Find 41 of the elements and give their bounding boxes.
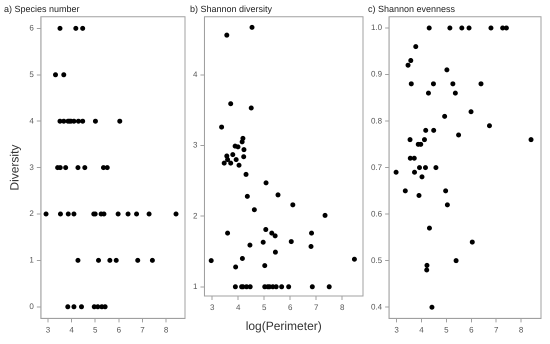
y-tick-label: 3: [29, 162, 34, 172]
y-tick-label: 4: [29, 116, 34, 126]
x-tick-label: 4: [236, 303, 242, 312]
x-tick-label: 8: [164, 325, 169, 334]
y-tick-label: 2: [192, 211, 198, 220]
y-tick-label: 0.7: [370, 162, 383, 172]
x-axis-title: log(Perimeter): [246, 319, 322, 334]
y-tick-label: 1: [192, 282, 198, 292]
x-tick-label: 4: [69, 325, 74, 334]
x-tick-label: 3: [46, 325, 51, 334]
y-tick-label: 4: [192, 70, 198, 79]
x-tick-label: 3: [210, 303, 216, 312]
x-tick-label: 7: [494, 325, 499, 334]
x-tick-label: 3: [394, 325, 400, 334]
y-tick-label: 2: [29, 209, 34, 218]
x-tick-label: 6: [116, 325, 122, 334]
y-tick-label: 0.9: [370, 70, 383, 79]
x-tick-label: 8: [340, 303, 345, 312]
y-tick-label: 1: [29, 256, 34, 265]
y-tick-label: 6: [29, 24, 34, 33]
y-tick-label: 0: [29, 302, 34, 312]
x-tick-label: 7: [314, 303, 319, 312]
x-tick-label: 5: [92, 325, 98, 334]
x-tick-label: 7: [140, 325, 146, 334]
chart-title: c) Shannon evenness: [368, 4, 456, 14]
y-tick-label: 3: [192, 140, 198, 150]
x-tick-label: 5: [262, 303, 268, 312]
x-tick-label: 4: [419, 325, 424, 334]
chart-title: b) Shannon diversity: [190, 4, 273, 14]
y-tick-label: 0.6: [370, 209, 383, 218]
y-tick-label: 1.0: [370, 23, 383, 32]
x-tick-label: 6: [288, 303, 293, 312]
x-tick-label: 5: [444, 325, 450, 334]
y-axis-title: Diversity: [8, 144, 22, 191]
y-tick-label: 0.4: [370, 302, 383, 312]
y-tick-label: 0.5: [370, 256, 383, 265]
x-tick-label: 8: [518, 325, 524, 334]
y-tick-label: 0.8: [370, 116, 383, 126]
y-tick-label: 5: [29, 70, 34, 80]
x-tick-label: 6: [469, 325, 474, 334]
chart-title: a) Species number: [4, 4, 80, 14]
